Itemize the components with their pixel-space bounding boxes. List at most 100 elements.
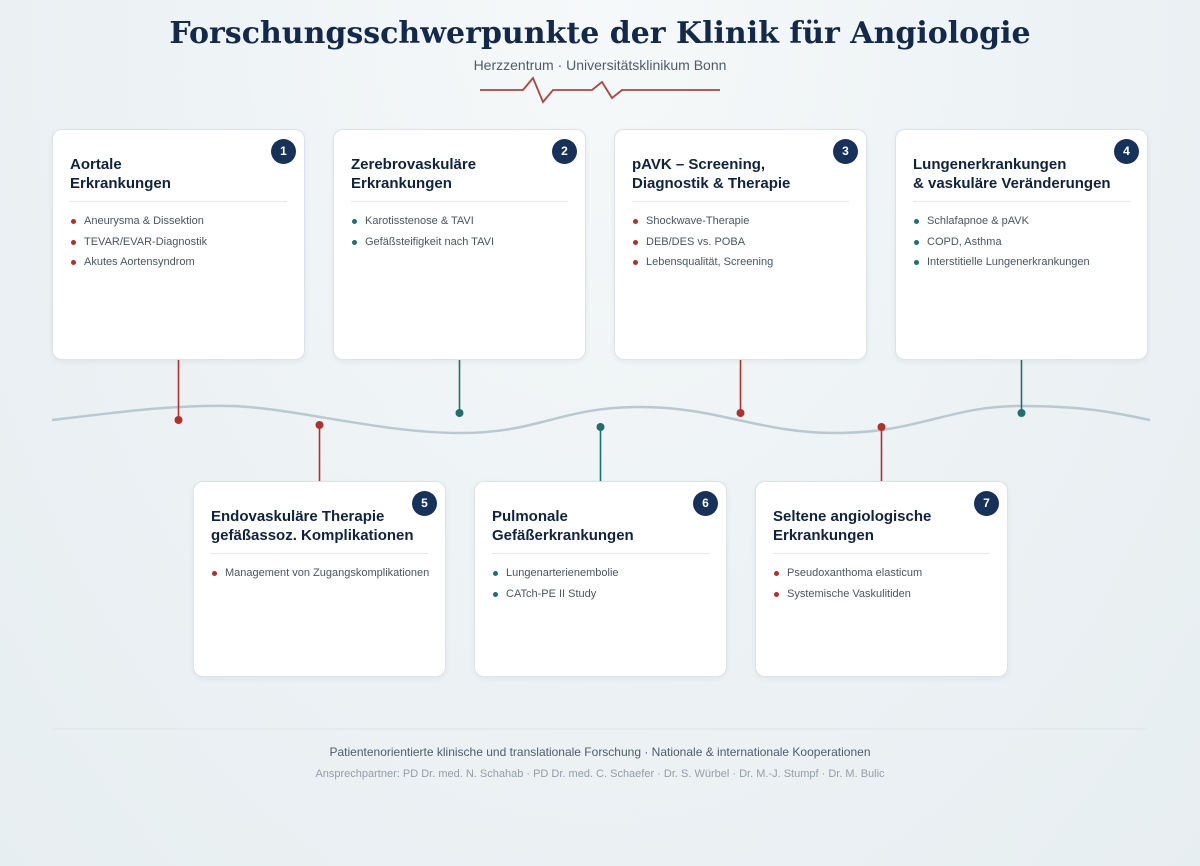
card-number: 4 bbox=[1114, 139, 1139, 164]
item-text: Systemische Vaskulitiden bbox=[787, 587, 911, 600]
card-divider bbox=[773, 553, 990, 554]
card-divider bbox=[492, 553, 709, 554]
card-number: 3 bbox=[833, 139, 858, 164]
bullet bbox=[914, 219, 919, 224]
card-divider bbox=[70, 201, 287, 202]
bullet bbox=[633, 260, 638, 265]
bullet bbox=[493, 591, 498, 597]
item-text: TEVAR/EVAR-Diagnostik bbox=[84, 235, 208, 248]
card-number: 5 bbox=[412, 491, 437, 516]
card-title: Seltene angiologische Erkrankungen bbox=[773, 507, 931, 545]
card-number: 1 bbox=[271, 139, 296, 164]
list-item: Lebensqualität, Screening bbox=[632, 255, 856, 271]
footer-text: Patientenorientierte klinische und trans… bbox=[329, 745, 871, 759]
list-item: Shockwave-Therapie bbox=[632, 214, 856, 230]
card-number: 2 bbox=[552, 139, 577, 164]
bullet bbox=[71, 260, 76, 265]
item-text: DEB/DES vs. POBA bbox=[646, 235, 746, 248]
card-title: Aortale Erkrankungen bbox=[70, 155, 171, 193]
footer-contacts: Ansprechpartner: PD Dr. med. N. Schahab … bbox=[315, 768, 885, 780]
connector-dot bbox=[174, 416, 183, 424]
bullet bbox=[914, 239, 919, 245]
item-text: Aneurysma & Dissektion bbox=[84, 215, 204, 227]
item-text: Lungenarterienembolie bbox=[506, 567, 619, 579]
list-item: Schlafapnoe & pAVK bbox=[913, 214, 1137, 230]
item-text: Schlafapnoe & pAVK bbox=[927, 215, 1029, 227]
list-item: Gefäßsteifigkeit nach TAVI bbox=[351, 235, 575, 251]
card-title: pAVK – Screening, Diagnostik & Therapie bbox=[632, 155, 790, 193]
connector-dot bbox=[1017, 409, 1026, 417]
card-number: 7 bbox=[974, 491, 999, 516]
bullet bbox=[633, 219, 638, 224]
card-title-line: Seltene angiologische bbox=[773, 508, 932, 525]
card-title-line: Erkrankungen bbox=[70, 175, 171, 192]
card-title-line: & vaskuläre Veränderungen bbox=[913, 175, 1111, 192]
item-text: Akutes Aortensyndrom bbox=[84, 256, 195, 268]
title: Forschungsschwerpunkte der Klinik für An… bbox=[169, 16, 1031, 51]
item-text: CATch-PE II Study bbox=[506, 587, 597, 600]
card-title-line: Lungenerkrankungen bbox=[913, 156, 1067, 173]
card-title-line: Pulmonale bbox=[492, 508, 568, 525]
list-item: CATch-PE II Study bbox=[492, 587, 716, 603]
card-title-line: Aortale bbox=[70, 156, 122, 173]
card: 5 Endovaskuläre Therapie gefäßassoz. Kompl… bbox=[193, 481, 446, 677]
card-list: Pseudoxanthoma elasticum Systemische Vask… bbox=[773, 566, 997, 607]
card-list: Schlafapnoe & pAVK COPD, Asthma Interstiti… bbox=[913, 214, 1137, 276]
bullet bbox=[352, 239, 357, 245]
card-title-line: Erkrankungen bbox=[351, 175, 452, 192]
card: 2 Zerebrovaskuläre Erkrankungen Karotissten… bbox=[333, 129, 586, 360]
item-text: Management von Zugangskomplikationen bbox=[225, 567, 430, 579]
card-title-line: Zerebrovaskuläre bbox=[351, 156, 477, 173]
card-list: Karotisstenose & TAVI Gefäßsteifigkeit na… bbox=[351, 214, 575, 255]
list-item: Management von Zugangskomplikationen bbox=[211, 566, 435, 582]
bullet bbox=[71, 219, 76, 224]
item-text: Karotisstenose & TAVI bbox=[365, 215, 474, 227]
connector-dot bbox=[877, 423, 886, 431]
card-number: 6 bbox=[693, 491, 718, 516]
card-title-line: Diagnostik & Therapie bbox=[632, 175, 791, 192]
item-text: Shockwave-Therapie bbox=[646, 215, 750, 227]
ecg-line bbox=[480, 76, 720, 104]
list-item: COPD, Asthma bbox=[913, 235, 1137, 251]
item-text: Gefäßsteifigkeit nach TAVI bbox=[365, 235, 495, 248]
card: 6 Pulmonale Gefäßerkrankungen Lungenarterie… bbox=[474, 481, 727, 677]
card-title: Pulmonale Gefäßerkrankungen bbox=[492, 507, 634, 545]
list-item: Pseudoxanthoma elasticum bbox=[773, 566, 997, 582]
list-item: TEVAR/EVAR-Diagnostik bbox=[70, 235, 294, 251]
card: 3 pAVK – Screening, Diagnostik & Therapie S… bbox=[614, 129, 867, 360]
connector-dot bbox=[455, 409, 464, 417]
connector-dot bbox=[596, 423, 605, 431]
bullet bbox=[212, 571, 217, 576]
timeline-wave bbox=[51, 404, 1151, 435]
list-item: Akutes Aortensyndrom bbox=[70, 255, 294, 271]
bullet bbox=[914, 260, 919, 265]
bullet bbox=[633, 239, 638, 245]
card-title-line: Endovaskuläre Therapie bbox=[211, 508, 385, 525]
card-title-line: Erkrankungen bbox=[773, 527, 874, 544]
card: 7 Seltene angiologische Erkrankungen Pseudo… bbox=[755, 481, 1008, 677]
card-title: Lungenerkrankungen & vaskuläre Veränderun… bbox=[913, 155, 1111, 193]
card: 1 Aortale Erkrankungen Aneurysma & Dissekti… bbox=[52, 129, 305, 360]
list-item: Karotisstenose & TAVI bbox=[351, 214, 575, 230]
card-list: Lungenarterienembolie CATch-PE II Study bbox=[492, 566, 716, 607]
card-divider bbox=[913, 201, 1130, 202]
bullet bbox=[774, 591, 779, 597]
card-list: Management von Zugangskomplikationen bbox=[211, 566, 435, 587]
card: 4 Lungenerkrankungen & vaskuläre Veränderu… bbox=[895, 129, 1148, 360]
item-text: Interstitielle Lungenerkrankungen bbox=[927, 256, 1090, 268]
card-title-line: gefäßassoz. Komplikationen bbox=[211, 527, 414, 544]
card-divider bbox=[351, 201, 568, 202]
card-title-line: Gefäßerkrankungen bbox=[492, 527, 634, 544]
item-text: Pseudoxanthoma elasticum bbox=[787, 567, 923, 579]
list-item: Aneurysma & Dissektion bbox=[70, 214, 294, 230]
list-item: Systemische Vaskulitiden bbox=[773, 587, 997, 603]
bullet bbox=[352, 219, 357, 224]
card-divider bbox=[632, 201, 849, 202]
list-item: Lungenarterienembolie bbox=[492, 566, 716, 582]
card-list: Shockwave-Therapie DEB/DES vs. POBA Lebens… bbox=[632, 214, 856, 276]
item-text: Lebensqualität, Screening bbox=[646, 256, 774, 268]
connector-dot bbox=[736, 409, 745, 417]
list-item: Interstitielle Lungenerkrankungen bbox=[913, 255, 1137, 271]
